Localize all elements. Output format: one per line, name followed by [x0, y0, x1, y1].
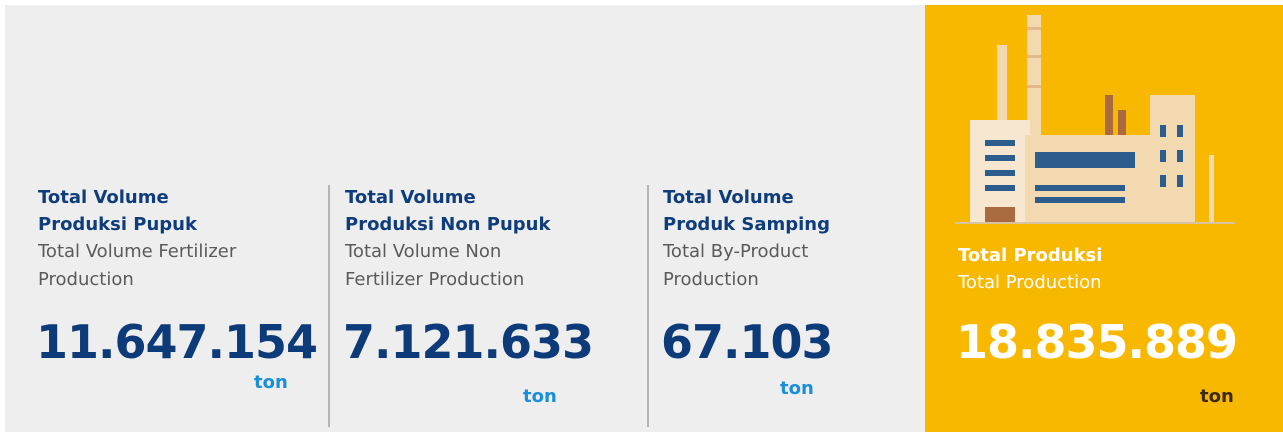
stat-card: Total Volume Produksi Non Pupuk Total Vo… — [345, 184, 550, 294]
stat-title: Produksi Pupuk — [38, 211, 236, 238]
total-value: 18.835.889 — [956, 315, 1237, 369]
stat-subtitle: Total Volume Fertilizer — [38, 238, 236, 266]
stat-subtitle: Fertilizer Production — [345, 266, 550, 294]
total-card: Total Produksi Total Production — [958, 242, 1102, 297]
total-unit: ton — [1200, 386, 1234, 407]
total-title: Total Produksi — [958, 242, 1102, 269]
total-subtitle: Total Production — [958, 269, 1102, 297]
stat-subtitle: Total By-Product — [663, 238, 830, 266]
stat-title: Total Volume — [345, 184, 550, 211]
stat-subtitle: Production — [38, 266, 236, 294]
stat-title: Total Volume — [38, 184, 236, 211]
stat-card: Total Volume Produksi Pupuk Total Volume… — [38, 184, 236, 294]
stat-subtitle: Production — [663, 266, 830, 294]
factory-illustration — [955, 15, 1235, 230]
stat-title: Produksi Non Pupuk — [345, 211, 550, 238]
stat-value: 7.121.633 — [343, 315, 593, 369]
stat-card: Total Volume Produk Samping Total By-Pro… — [663, 184, 830, 294]
stat-unit: ton — [523, 386, 557, 407]
stat-title: Total Volume — [663, 184, 830, 211]
stat-value: 67.103 — [661, 315, 833, 369]
stat-value: 11.647.154 — [36, 315, 317, 369]
stat-unit: ton — [780, 378, 814, 399]
stat-title: Produk Samping — [663, 211, 830, 238]
divider — [328, 185, 330, 427]
divider — [647, 185, 649, 427]
page: Total Volume Produksi Pupuk Total Volume… — [0, 0, 1283, 434]
stat-subtitle: Total Volume Non — [345, 238, 550, 266]
stat-unit: ton — [254, 372, 288, 393]
